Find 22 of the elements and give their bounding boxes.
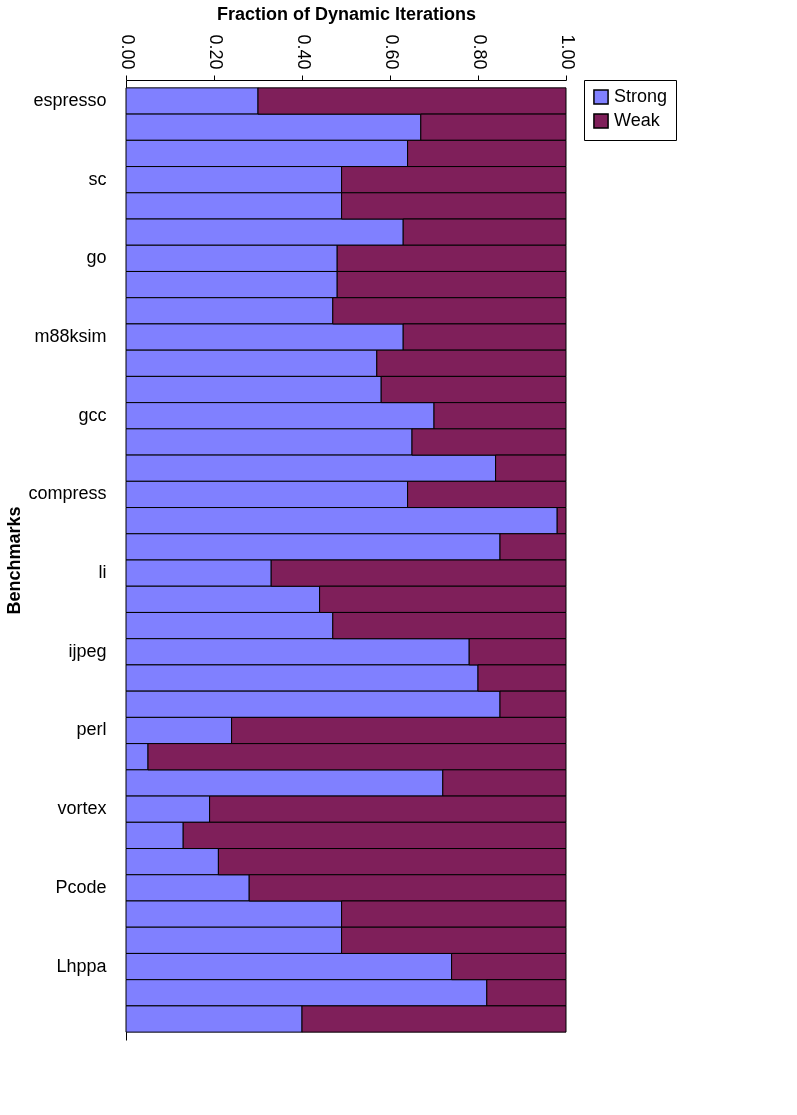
legend-label: Weak bbox=[614, 110, 661, 130]
x-tick-label: 0.40 bbox=[293, 34, 314, 70]
y-tick-label: vortex bbox=[57, 798, 107, 819]
y-tick-label: sc bbox=[88, 168, 107, 189]
y-tick-label: Pcode bbox=[55, 876, 107, 897]
x-tick-label: 1.00 bbox=[557, 34, 578, 70]
y-tick-label: gcc bbox=[78, 404, 107, 425]
chart-title: Fraction of Dynamic Iterations bbox=[216, 4, 477, 25]
y-tick-label: espresso bbox=[33, 89, 107, 110]
y-tick-label: ijpeg bbox=[68, 640, 107, 661]
y-tick-label: li bbox=[98, 562, 107, 583]
y-tick-label: perl bbox=[76, 719, 107, 740]
y-tick-label: compress bbox=[28, 483, 107, 504]
y-tick-label: go bbox=[86, 247, 107, 268]
y-axis-title: Benchmarks bbox=[4, 506, 25, 615]
x-tick-label: 0.60 bbox=[381, 34, 402, 70]
x-tick-label: 0.80 bbox=[469, 34, 490, 70]
x-tick-label: 0.20 bbox=[205, 34, 226, 70]
legend-label: Strong bbox=[614, 86, 668, 106]
x-tick-label: 0.00 bbox=[117, 34, 138, 70]
y-tick-label: Lhppa bbox=[56, 955, 108, 976]
y-tick-label: m88ksim bbox=[34, 326, 107, 347]
